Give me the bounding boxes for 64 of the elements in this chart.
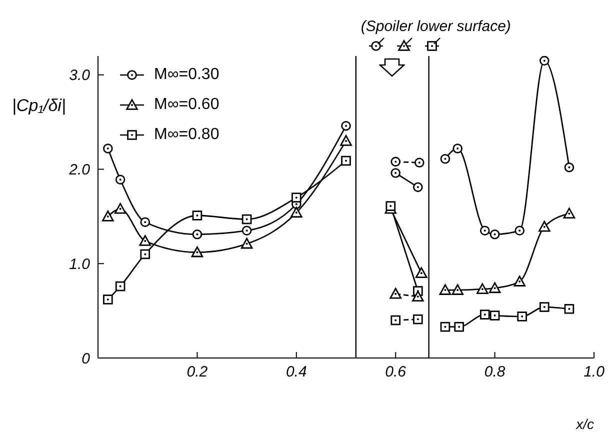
point — [490, 229, 500, 240]
point — [452, 284, 464, 295]
point — [390, 156, 400, 167]
point — [191, 246, 204, 258]
point — [242, 226, 252, 236]
point — [563, 208, 576, 219]
point — [440, 154, 450, 164]
point — [564, 304, 574, 314]
point — [480, 310, 490, 320]
x-tick-label: 0.4 — [286, 364, 307, 381]
point — [192, 229, 202, 240]
point — [114, 202, 126, 214]
point — [413, 314, 423, 324]
point — [440, 322, 450, 332]
point — [452, 144, 462, 154]
point — [140, 249, 150, 260]
point — [139, 235, 152, 246]
point — [390, 168, 400, 178]
point — [514, 226, 524, 236]
point — [102, 210, 114, 222]
point — [103, 144, 113, 154]
text: (Spoiler lower surface) — [360, 18, 511, 35]
point — [538, 220, 550, 232]
point — [290, 206, 302, 218]
point — [540, 302, 550, 312]
x-tick-label: 1.0 — [584, 364, 606, 381]
point — [386, 201, 396, 211]
point — [480, 226, 490, 236]
legend-label: M∞=0.30 — [154, 66, 220, 84]
point — [340, 135, 352, 146]
point — [390, 315, 400, 326]
y-tick-label: 1.0 — [69, 256, 91, 273]
x-tick-label: 0.8 — [484, 364, 506, 381]
x-tick-label: 0.6 — [385, 364, 407, 381]
y-tick-label: 3.0 — [69, 67, 91, 84]
point — [414, 158, 424, 168]
point — [454, 322, 464, 332]
point — [341, 120, 351, 131]
point — [115, 281, 126, 292]
point — [413, 182, 423, 192]
point — [240, 238, 253, 249]
point — [115, 174, 126, 185]
y-tick-label: 2.0 — [68, 162, 91, 179]
point — [192, 210, 202, 220]
point — [140, 217, 150, 227]
legend-label: M∞=0.80 — [154, 126, 220, 144]
point — [103, 294, 113, 304]
point — [476, 283, 488, 294]
point — [517, 312, 527, 322]
point — [488, 282, 501, 294]
point — [514, 276, 526, 286]
point — [564, 162, 574, 172]
legend-label: M∞=0.60 — [154, 96, 220, 114]
point — [415, 267, 428, 278]
y-axis-title: |Cp₁/δi| — [12, 96, 66, 116]
point — [490, 310, 500, 320]
x-axis-title: x/c — [576, 416, 594, 432]
point — [439, 284, 452, 295]
point — [341, 156, 351, 166]
y-tick-label: 0 — [82, 350, 91, 368]
x-tick-label: 0.2 — [186, 364, 208, 381]
point — [540, 56, 550, 66]
point — [292, 192, 302, 202]
point — [242, 214, 252, 224]
